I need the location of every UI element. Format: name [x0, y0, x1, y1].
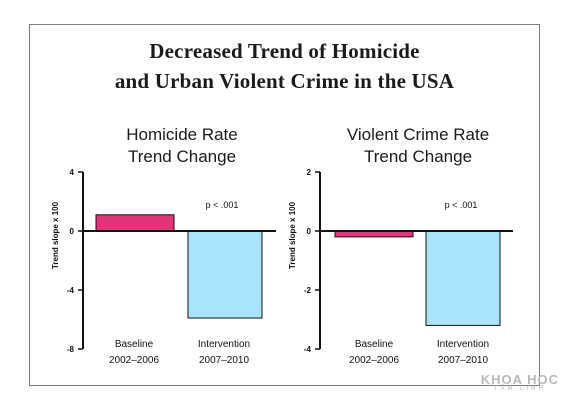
- figure-title-line-2: and Urban Violent Crime in the USA: [114, 69, 455, 93]
- panel-2-p-value: p < .001: [445, 200, 478, 210]
- panel-1-category-label: Intervention: [198, 339, 250, 350]
- watermark-line-1: KHOA HỌC: [480, 372, 559, 387]
- panel-2-category-years: 2007–2010: [438, 355, 488, 366]
- panel-2-y-tick-label: -2: [304, 286, 312, 295]
- panel-2-bar-intervention: [425, 230, 501, 326]
- panel-1-title-line-1: Homicide Rate: [126, 125, 238, 144]
- panel-2-title-line-1: Violent Crime Rate: [347, 125, 489, 144]
- panel-1-bar-intervention: [187, 230, 263, 319]
- panel-2-y-tick-label: -4: [304, 345, 312, 354]
- panel-1-y-tick-label: -4: [67, 286, 75, 295]
- figure-title: Decreased Trend of Homicide and Urban Vi…: [0, 36, 569, 96]
- panel-1-p-value: p < .001: [206, 200, 239, 210]
- panel-1-title-line-2: Trend Change: [128, 147, 236, 166]
- panel-1-category-years: 2007–2010: [199, 355, 249, 366]
- panel-1-category-label: Baseline: [115, 339, 154, 350]
- panel-1-y-tick-label: -8: [67, 345, 75, 354]
- panel-2-category-label: Intervention: [437, 339, 489, 350]
- panel-1-y-tick-label: 4: [70, 168, 75, 177]
- panel-2-y-tick-label: 0: [307, 227, 312, 236]
- figure-title-line-1: Decreased Trend of Homicide: [149, 39, 420, 63]
- panel-2-y-tick-label: 2: [307, 168, 312, 177]
- panel-2-category-label: Baseline: [355, 339, 394, 350]
- panel-1-bar-baseline: [95, 214, 175, 232]
- watermark-line-2: TÂM LINH: [493, 386, 546, 392]
- panel-2-title-line-2: Trend Change: [364, 147, 472, 166]
- watermark-logo: KHOA HỌC TÂM LINH: [481, 372, 559, 392]
- panel-1-y-axis-label: Trend slope x 100: [51, 201, 60, 269]
- panel-2-y-axis-label: Trend slope x 100: [288, 201, 297, 269]
- panel-1-category-years: 2002–2006: [109, 355, 159, 366]
- panel-2-category-years: 2002–2006: [349, 355, 399, 366]
- panel-1-y-tick-label: 0: [70, 227, 75, 236]
